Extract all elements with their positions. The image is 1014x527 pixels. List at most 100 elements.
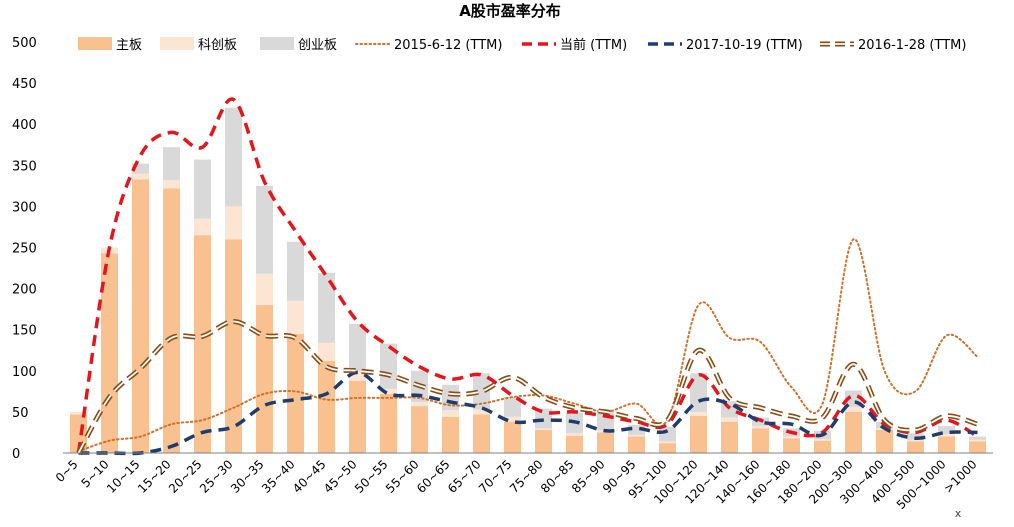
bar-main-board-29: [968, 441, 987, 453]
x-axis-end-marker: x: [955, 507, 962, 520]
x-tick-label: 40~45: [290, 457, 329, 496]
bar-star-market-10: [379, 388, 398, 394]
bar-star-market-18: [627, 434, 646, 437]
bar-main-board-24: [813, 440, 832, 453]
y-tick-label: 450: [12, 77, 37, 92]
x-tick-label: 65~70: [445, 457, 484, 496]
bar-star-market-29: [968, 439, 987, 442]
legend-label: 当前 (TTM): [560, 37, 627, 53]
bar-chinext-7: [286, 241, 305, 301]
bar-star-market-0: [69, 411, 88, 415]
bar-star-market-14: [503, 416, 522, 422]
bar-main-board-28: [937, 436, 956, 453]
x-tick-label: 75~80: [507, 457, 546, 496]
bar-star-market-22: [751, 425, 770, 429]
x-tick-label: >1000: [941, 457, 980, 496]
bar-star-market-11: [410, 402, 429, 407]
bar-chinext-14: [503, 397, 522, 417]
bar-main-board-2: [131, 179, 150, 454]
legend-label: 2015-6-12 (TTM): [394, 38, 502, 53]
bar-star-market-16: [565, 433, 584, 436]
bar-star-market-4: [193, 218, 212, 236]
bar-main-board-14: [503, 421, 522, 453]
line-2016-1-28: [76, 318, 979, 455]
bar-star-market-28: [937, 434, 956, 437]
bar-main-board-17: [596, 432, 615, 453]
bar-main-board-12: [441, 416, 460, 453]
bar-main-board-23: [782, 438, 801, 453]
bar-main-board-5: [224, 239, 243, 453]
y-tick-label: 100: [12, 365, 37, 380]
x-tick-label: 85~90: [569, 457, 608, 496]
bar-chinext-9: [348, 323, 367, 371]
bar-star-market-21: [720, 417, 739, 422]
y-tick-label: 50: [12, 406, 29, 421]
x-tick-label: 25~30: [197, 457, 236, 496]
bar-star-market-6: [255, 273, 274, 306]
bar-chinext-10: [379, 343, 398, 389]
bar-chinext-2: [131, 163, 150, 174]
bar-star-market-27: [906, 439, 925, 442]
bar-main-board-20: [689, 416, 708, 453]
bar-chinext-18: [627, 425, 646, 435]
bar-main-board-3: [162, 188, 181, 454]
bar-main-board-22: [751, 428, 770, 453]
bar-star-market-25: [844, 406, 863, 412]
bar-chinext-8: [317, 272, 336, 343]
bar-star-market-23: [782, 436, 801, 439]
bar-main-board-8: [317, 360, 336, 453]
line-2016-1-28-inner: [77, 320, 978, 454]
y-tick-label: 350: [12, 159, 37, 174]
bar-main-board-11: [410, 406, 429, 453]
chart-title: A股市盈率分布: [459, 2, 561, 20]
legend-swatch: [78, 37, 112, 50]
bar-chinext-3: [162, 147, 181, 181]
legend-swatch: [260, 37, 294, 50]
bar-star-market-15: [534, 428, 553, 430]
legend-label: 2017-10-19 (TTM): [686, 38, 803, 53]
y-tick-label: 150: [12, 324, 37, 339]
bar-main-board-13: [472, 414, 491, 453]
line-series: [76, 97, 979, 456]
x-tick-label: 70~75: [476, 457, 515, 496]
x-tick-label: 30~35: [228, 457, 267, 496]
line-2017-10-19: [78, 370, 978, 456]
x-tick-label: 35~40: [259, 457, 298, 496]
line-2015-6-12: [77, 238, 979, 453]
x-tick-label: 50~55: [352, 457, 391, 496]
bar-main-board-15: [534, 429, 553, 453]
bar-chinext-12: [441, 384, 460, 411]
bar-star-market-5: [224, 206, 243, 240]
bar-star-market-24: [813, 439, 832, 441]
bar-chinext-4: [193, 159, 212, 219]
legend-label: 科创板: [198, 38, 237, 53]
bar-main-board-7: [286, 333, 305, 453]
bar-chinext-13: [472, 373, 491, 410]
bar-star-market-12: [441, 410, 460, 417]
bar-star-market-8: [317, 342, 336, 361]
y-tick-label: 300: [12, 200, 37, 215]
x-tick-label: 80~85: [538, 457, 577, 496]
bar-main-board-25: [844, 411, 863, 453]
x-axis: 0~55~1010~1515~2020~2525~3030~3535~4040~…: [53, 452, 993, 512]
y-tick-label: 400: [12, 118, 37, 133]
bar-star-market-7: [286, 300, 305, 334]
y-axis: 0 50 100 150 200 250 300 350 400 450 500: [12, 36, 37, 462]
bar-star-market-20: [689, 411, 708, 417]
x-tick-label: 15~20: [135, 457, 174, 496]
bar-main-board-16: [565, 435, 584, 453]
bar-star-market-3: [162, 180, 181, 189]
y-tick-label: 0: [12, 447, 20, 462]
bar-main-board-18: [627, 436, 646, 453]
bar-main-board-26: [875, 429, 894, 453]
bar-star-market-13: [472, 409, 491, 415]
bar-chinext-5: [224, 107, 243, 207]
legend-label: 主板: [116, 38, 142, 53]
bar-main-board-19: [658, 443, 677, 453]
bar-star-market-19: [658, 441, 677, 444]
legend: 主板 科创板 创业板 2015-6-12 (TTM) 当前 (TTM) 2017-10-1…: [78, 37, 966, 53]
y-tick-label: 200: [12, 283, 37, 298]
line-current: [76, 97, 979, 454]
bar-main-board-10: [379, 393, 398, 453]
